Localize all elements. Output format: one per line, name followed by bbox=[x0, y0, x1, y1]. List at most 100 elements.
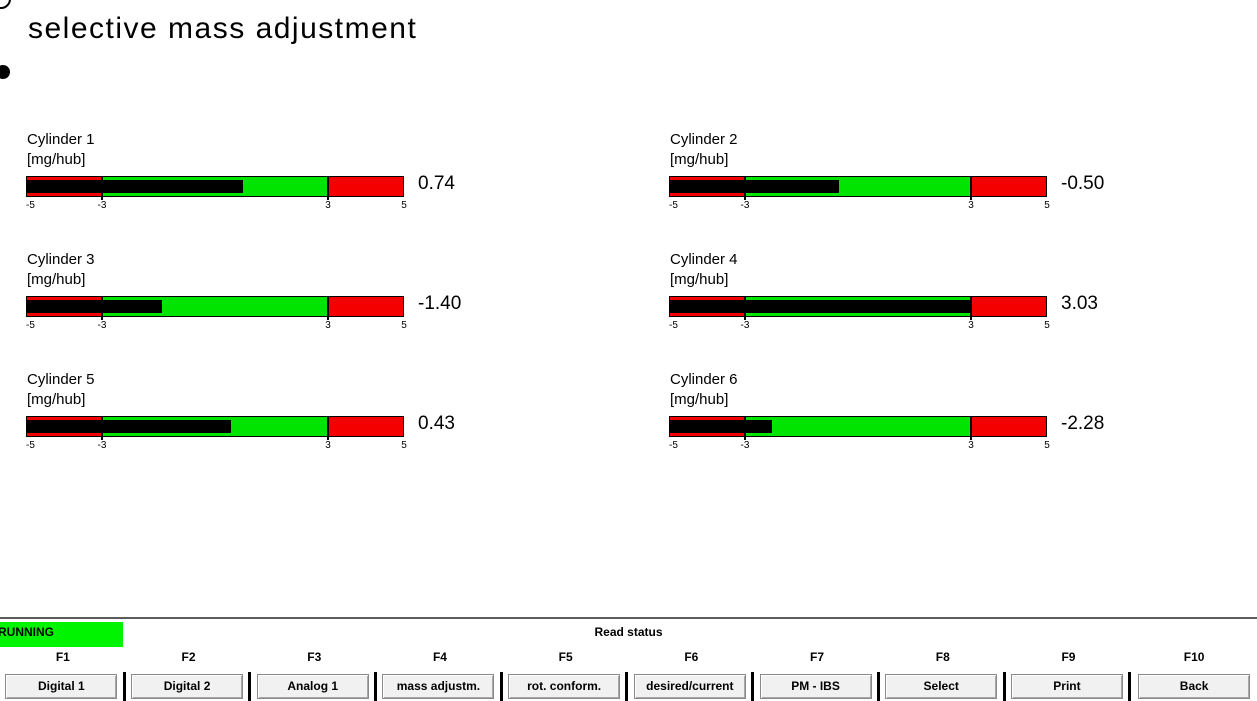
fkey-label-f8: F8 bbox=[935, 650, 950, 664]
tick-label: -5 bbox=[669, 320, 678, 331]
cylinder-3-value: -1.40 bbox=[418, 293, 462, 314]
tick-label: -3 bbox=[97, 320, 107, 331]
f3-analog-1-button[interactable]: Analog 1 bbox=[256, 674, 369, 699]
cylinder-1-bar bbox=[26, 176, 404, 197]
fkey-label-f6: F6 bbox=[684, 650, 699, 664]
fkey-label-f9: F9 bbox=[1061, 650, 1076, 664]
gauge-value-fill bbox=[27, 180, 243, 193]
f2-digital-2-button[interactable]: Digital 2 bbox=[131, 674, 244, 699]
tick-label: 5 bbox=[401, 200, 407, 211]
fkey-cell: Analog 1 bbox=[251, 672, 378, 701]
fkey-label-f1: F1 bbox=[55, 650, 70, 664]
status-bar-divider bbox=[0, 617, 1257, 619]
tick-mark bbox=[327, 317, 329, 320]
tick-label: 5 bbox=[401, 440, 407, 451]
corner-circle-icon bbox=[0, 0, 11, 9]
f6-desired-current-button[interactable]: desired/current bbox=[633, 674, 746, 699]
gauge-red-high-zone bbox=[327, 297, 403, 316]
tick-label: 5 bbox=[1044, 200, 1050, 211]
tick-label: -3 bbox=[97, 200, 107, 211]
f4-mass-adjustm-button[interactable]: mass adjustm. bbox=[382, 674, 495, 699]
gauge-value-fill bbox=[670, 300, 972, 313]
fkey-label-f7: F7 bbox=[810, 650, 825, 664]
running-status-badge: RUNNING bbox=[0, 622, 123, 647]
gauge-value-fill bbox=[27, 300, 163, 313]
tick-label: -5 bbox=[669, 440, 678, 451]
cylinder-3-label: Cylinder 3 bbox=[27, 251, 95, 268]
fkey-label-f2: F2 bbox=[181, 650, 196, 664]
page-title: selective mass adjustment bbox=[28, 12, 418, 45]
tick-mark bbox=[744, 437, 746, 440]
tick-label: 5 bbox=[1044, 320, 1050, 331]
fkey-label-f10: F10 bbox=[1183, 650, 1205, 664]
fkey-label-f4: F4 bbox=[432, 650, 447, 664]
read-status-caption: Read status bbox=[594, 625, 663, 639]
record-dot-icon bbox=[0, 65, 10, 79]
gauge-value-fill bbox=[670, 420, 773, 433]
tick-label: -5 bbox=[26, 320, 35, 331]
f9-print-button[interactable]: Print bbox=[1010, 674, 1123, 699]
cylinder-3-gauge: Cylinder 3 [mg/hub] -5 -3 3 5 -1.40 bbox=[26, 251, 486, 337]
tick-mark bbox=[970, 197, 972, 200]
tick-label: -3 bbox=[740, 320, 750, 331]
cylinder-4-gauge: Cylinder 4 [mg/hub] -5 -3 3 5 3.03 bbox=[669, 251, 1129, 337]
tick-mark bbox=[327, 437, 329, 440]
tick-label: -5 bbox=[26, 200, 35, 211]
gauge-value-fill bbox=[670, 180, 840, 193]
fkey-cell: Digital 2 bbox=[126, 672, 252, 701]
cylinder-3-bar bbox=[26, 296, 404, 317]
cylinder-4-label: Cylinder 4 bbox=[670, 251, 738, 268]
f5-rot-conform-button[interactable]: rot. conform. bbox=[508, 674, 621, 699]
tick-label: -5 bbox=[669, 200, 678, 211]
cylinder-6-value: -2.28 bbox=[1061, 413, 1105, 434]
fkey-cell: desired/current bbox=[628, 672, 755, 701]
fkey-button-row: Digital 1 Digital 2 Analog 1 mass adjust… bbox=[0, 672, 1257, 701]
gauge-red-high-zone bbox=[970, 297, 1046, 316]
tick-label: 3 bbox=[325, 440, 331, 451]
fkey-cell: Print bbox=[1006, 672, 1132, 701]
tick-label: 3 bbox=[325, 200, 331, 211]
tick-mark bbox=[327, 197, 329, 200]
cylinder-5-unit: [mg/hub] bbox=[27, 391, 86, 408]
tick-label: 3 bbox=[968, 200, 974, 211]
gauge-threshold-high-line bbox=[326, 177, 329, 196]
gauge-red-high-zone bbox=[970, 177, 1046, 196]
f7-pm-ibs-button[interactable]: PM - IBS bbox=[759, 674, 872, 699]
tick-label: 5 bbox=[1044, 440, 1050, 451]
gauge-green-zone bbox=[745, 417, 971, 436]
tick-label: -5 bbox=[26, 440, 35, 451]
tick-mark bbox=[101, 437, 103, 440]
tick-label: -3 bbox=[740, 440, 750, 451]
tick-mark bbox=[970, 437, 972, 440]
cylinder-5-label: Cylinder 5 bbox=[27, 371, 95, 388]
cylinder-2-bar bbox=[669, 176, 1047, 197]
gauge-red-high-zone bbox=[327, 177, 403, 196]
cylinder-2-unit: [mg/hub] bbox=[670, 151, 729, 168]
cylinder-4-value: 3.03 bbox=[1061, 293, 1098, 314]
running-status-label: RUNNING bbox=[0, 625, 54, 639]
gauge-threshold-high-line bbox=[326, 417, 329, 436]
tick-mark bbox=[101, 317, 103, 320]
gauge-threshold-high-line bbox=[326, 297, 329, 316]
f10-back-button[interactable]: Back bbox=[1138, 674, 1251, 699]
f1-digital-1-button[interactable]: Digital 1 bbox=[5, 674, 118, 699]
gauge-red-high-zone bbox=[327, 417, 403, 436]
fkey-cell: rot. conform. bbox=[503, 672, 629, 701]
tick-label: -3 bbox=[97, 440, 107, 451]
cylinder-1-unit: [mg/hub] bbox=[27, 151, 86, 168]
f8-select-button[interactable]: Select bbox=[885, 674, 998, 699]
tick-label: 3 bbox=[325, 320, 331, 331]
cylinder-6-unit: [mg/hub] bbox=[670, 391, 729, 408]
cylinder-6-bar bbox=[669, 416, 1047, 437]
tick-mark bbox=[970, 317, 972, 320]
cylinder-1-value: 0.74 bbox=[418, 173, 455, 194]
fkey-label-f3: F3 bbox=[307, 650, 322, 664]
cylinder-1-label: Cylinder 1 bbox=[27, 131, 95, 148]
cylinder-2-label: Cylinder 2 bbox=[670, 131, 738, 148]
cylinder-2-gauge: Cylinder 2 [mg/hub] -5 -3 3 5 -0.50 bbox=[669, 131, 1129, 217]
cylinder-2-value: -0.50 bbox=[1061, 173, 1105, 194]
tick-mark bbox=[101, 197, 103, 200]
cylinder-4-bar bbox=[669, 296, 1047, 317]
tick-label: -3 bbox=[740, 200, 750, 211]
